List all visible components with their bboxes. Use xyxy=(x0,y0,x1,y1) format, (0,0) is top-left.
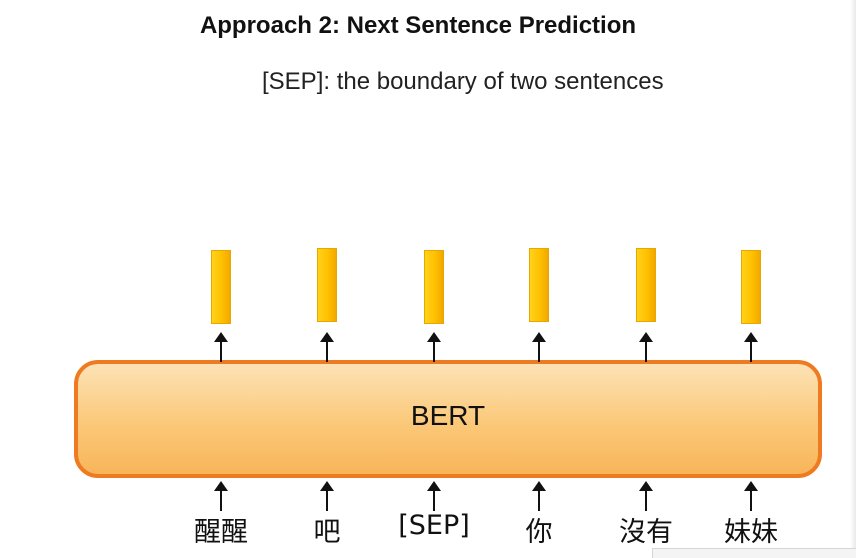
output-vector xyxy=(636,248,656,322)
overlay-box xyxy=(652,548,856,558)
output-vector xyxy=(741,250,761,324)
arrow-up-icon xyxy=(532,332,546,362)
arrow-up-icon xyxy=(320,481,334,511)
input-token: 醒醒 xyxy=(194,517,248,548)
arrow-up-icon xyxy=(214,481,228,511)
arrow-up-icon xyxy=(214,332,228,362)
arrow-up-icon xyxy=(320,332,334,362)
input-token: 妹妹 xyxy=(724,517,778,548)
arrow-up-icon xyxy=(744,481,758,511)
bert-block xyxy=(74,360,822,478)
arrow-up-icon xyxy=(639,481,653,511)
slide-title: Approach 2: Next Sentence Prediction xyxy=(199,12,637,39)
output-vector xyxy=(211,250,231,324)
slide-subtitle: [SEP]: the boundary of two sentences xyxy=(262,68,664,95)
window-edge xyxy=(850,0,856,557)
output-vector xyxy=(529,248,549,322)
output-vector xyxy=(424,250,444,324)
input-token: 吧 xyxy=(313,517,341,548)
input-token: [SEP] xyxy=(398,510,470,541)
input-token: 你 xyxy=(525,517,553,548)
arrow-up-icon xyxy=(427,332,441,362)
input-token: 沒有 xyxy=(619,517,673,548)
output-vector xyxy=(317,248,337,322)
arrow-up-icon xyxy=(532,481,546,511)
arrow-up-icon xyxy=(744,332,758,362)
bert-label: BERT xyxy=(410,400,486,431)
arrow-up-icon xyxy=(427,481,441,511)
arrow-up-icon xyxy=(639,332,653,362)
